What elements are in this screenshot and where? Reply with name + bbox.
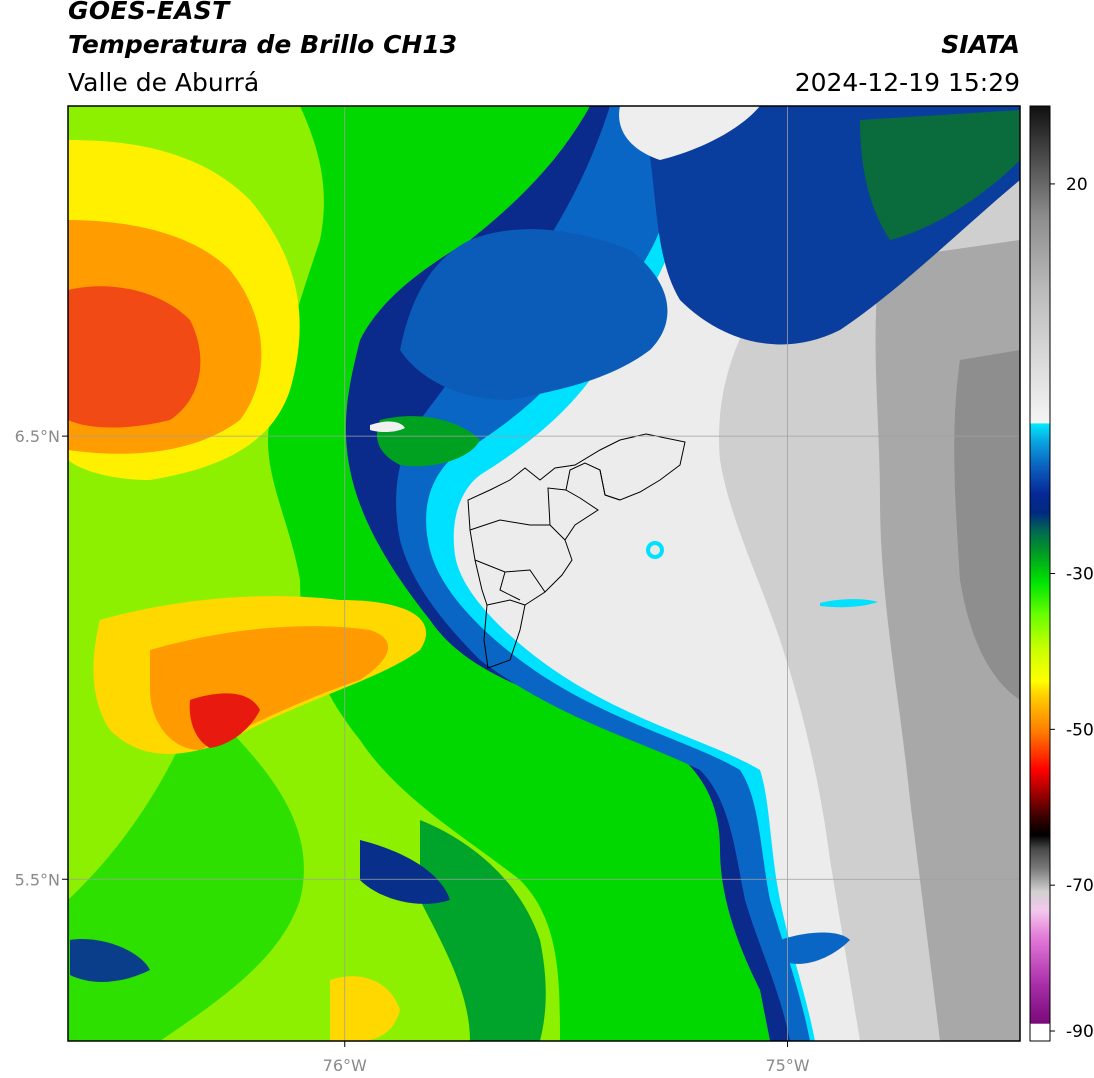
lat-tick-label: 6.5°N (15, 427, 60, 446)
product-title: Temperatura de Brillo CH13 (68, 30, 458, 59)
lat-tick-label: 5.5°N (15, 870, 60, 889)
valle-de-aburra-boundaries (467, 433, 686, 669)
colorbar-tick-label: 20 (1066, 175, 1088, 195)
map-gridlines (68, 106, 1020, 1041)
colorbar-labels: 20 -30 -50 -70 -90 (1050, 175, 1094, 1042)
latitude-labels: 6.5°N 5.5°N (15, 427, 68, 889)
lon-tick-label: 75°W (765, 1056, 809, 1075)
colorbar (1030, 106, 1050, 1041)
datetime-label: 2024-12-19 15:29 (794, 68, 1020, 97)
region-label: Valle de Aburrá (68, 68, 260, 97)
longitude-labels: 76°W 75°W (323, 1041, 810, 1075)
colorbar-tick-label: -70 (1066, 876, 1094, 896)
colorbar-tick-label: -30 (1066, 565, 1094, 585)
organization-label: SIATA (941, 30, 1020, 59)
brightness-temperature-field (68, 106, 1020, 1041)
satellite-title: GOES-EAST (68, 0, 230, 25)
colorbar-tick-label: -50 (1066, 720, 1094, 740)
colorbar-tick-label: -90 (1066, 1022, 1094, 1042)
lon-tick-label: 76°W (323, 1056, 367, 1075)
map-frame (67, 105, 1021, 1042)
